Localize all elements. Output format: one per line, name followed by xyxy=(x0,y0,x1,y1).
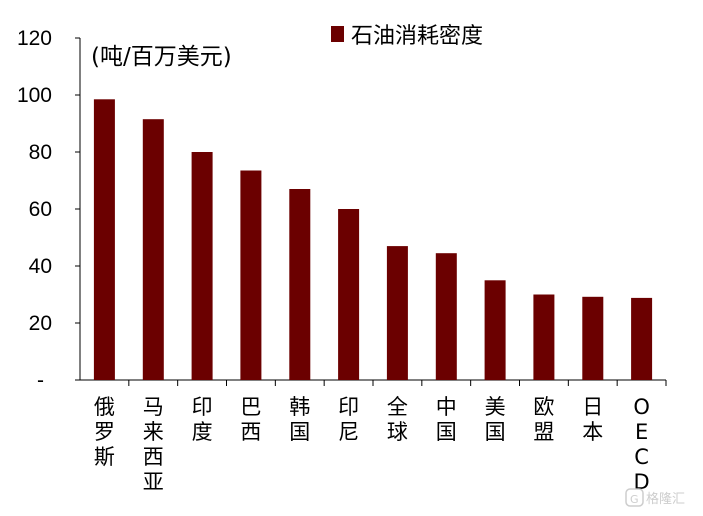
y-tick-label: 100 xyxy=(17,84,52,107)
category-label: 日本 xyxy=(582,395,603,444)
category-label: 美国 xyxy=(485,395,506,444)
y-tick-label: 20 xyxy=(29,312,52,335)
category-label: 印尼 xyxy=(338,395,359,444)
watermark-logo-glyph: G xyxy=(630,493,639,506)
unit-label: (吨/百万美元) xyxy=(91,44,232,70)
y-tick-label: 80 xyxy=(29,141,52,164)
watermark-logo-icon xyxy=(625,488,644,507)
category-label: 全球 xyxy=(387,395,408,444)
watermark-text: 格隆汇 xyxy=(646,491,685,507)
bar xyxy=(191,152,213,380)
bar xyxy=(142,119,164,380)
bar xyxy=(93,99,115,381)
bar xyxy=(435,253,457,380)
bar-series xyxy=(93,99,653,381)
x-ticks xyxy=(128,380,667,386)
category-label: 巴西 xyxy=(240,395,261,444)
legend: 石油消耗密度 xyxy=(331,24,483,49)
bar xyxy=(240,170,262,380)
y-ticks: - 20 40 60 80 100 120 xyxy=(17,27,80,392)
bar xyxy=(631,297,653,380)
category-label: 韩国 xyxy=(289,395,310,444)
y-tick-label: 60 xyxy=(29,198,52,221)
y-tick-label: 120 xyxy=(17,27,52,50)
bar xyxy=(338,209,360,380)
category-label: 印度 xyxy=(192,395,213,444)
category-label: 马来西亚 xyxy=(143,395,164,494)
y-tick-label: 40 xyxy=(29,255,52,278)
watermark: G 格隆汇 xyxy=(625,488,685,507)
y-tick-label: - xyxy=(37,369,44,392)
legend-label: 石油消耗密度 xyxy=(351,24,483,49)
legend-swatch xyxy=(331,26,344,42)
category-label: 中国 xyxy=(436,395,457,444)
bar xyxy=(484,280,506,381)
category-label: 欧盟 xyxy=(533,395,554,444)
category-label: 俄罗斯 xyxy=(94,395,115,469)
bar xyxy=(582,296,604,380)
axes xyxy=(79,38,666,381)
bar xyxy=(533,294,555,380)
bar xyxy=(386,246,408,380)
bar xyxy=(289,189,311,380)
